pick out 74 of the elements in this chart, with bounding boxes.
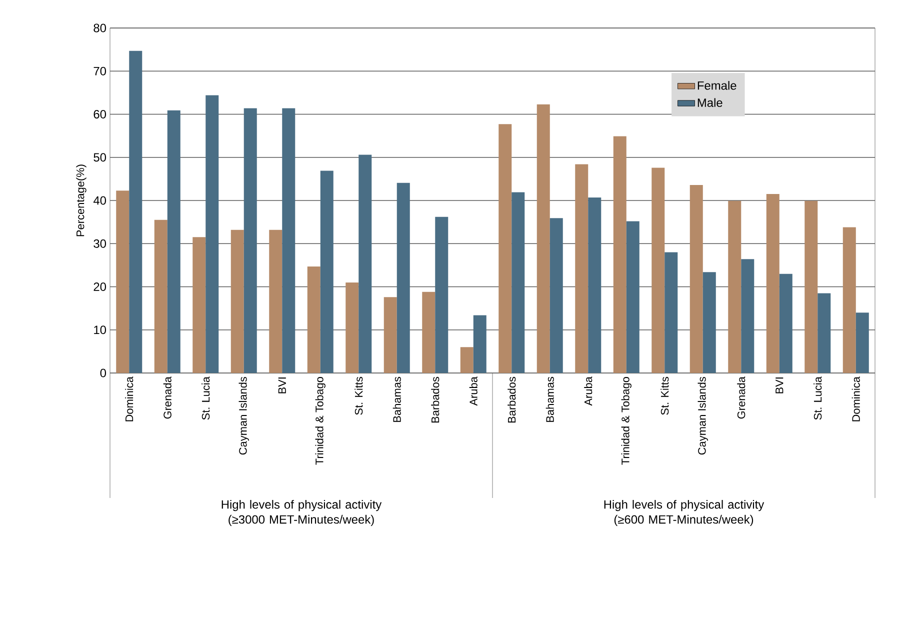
bar <box>473 315 486 373</box>
bar <box>230 230 244 373</box>
x-tick-label: Grenada <box>163 376 172 419</box>
bar <box>320 170 334 373</box>
bar <box>512 192 525 373</box>
bar <box>435 216 448 373</box>
bar <box>167 110 180 373</box>
bar <box>702 272 716 373</box>
text: High levels of physical activity (≥3000 MET-Minutes/week) <box>222 500 382 526</box>
bar <box>779 274 792 373</box>
y-tick-label: 50 <box>94 153 106 162</box>
x-tick-label: St. Kitts <box>660 376 669 415</box>
bar <box>842 227 856 373</box>
y-tick-label: 30 <box>94 239 106 248</box>
x-tick-label: Trinidad & Tobago <box>315 377 326 465</box>
text: High levels of physical activity (≥600 MET-Minutes/week) <box>604 500 764 526</box>
bar <box>307 266 320 373</box>
x-tick-label: BVI <box>776 378 784 394</box>
bar <box>384 297 397 373</box>
bar <box>282 108 296 373</box>
bar <box>346 282 359 373</box>
bar <box>192 237 206 373</box>
y-tick-label: 10 <box>94 326 106 334</box>
x-tick-label: BVI <box>278 378 286 394</box>
bar <box>129 50 142 373</box>
bar <box>766 194 780 373</box>
x-tick-label: Barbados <box>508 376 516 423</box>
bar <box>154 220 168 373</box>
bar <box>206 95 219 373</box>
bar <box>422 292 436 373</box>
bar <box>728 200 742 373</box>
y-tick-label: 0 <box>100 368 106 378</box>
x-tick-label: Dominica <box>125 376 134 422</box>
bar <box>460 347 474 373</box>
y-tick-label: 80 <box>94 24 106 32</box>
y-tick-label: 20 <box>94 282 106 291</box>
x-tick-label: Cayman Islands <box>238 376 249 455</box>
legend-label: Male <box>698 98 722 107</box>
bar <box>575 164 588 373</box>
bar <box>588 197 602 373</box>
bar <box>626 221 640 373</box>
x-tick-label: Bahamas <box>392 376 401 422</box>
y-tick-label: 40 <box>93 196 106 205</box>
bar <box>613 136 626 373</box>
bar <box>652 168 665 373</box>
x-tick-label: Cayman Islands <box>698 376 708 455</box>
bar <box>244 108 257 373</box>
bar <box>550 218 563 373</box>
x-tick-label: Bahamas <box>546 376 554 422</box>
x-tick-label: Aruba <box>469 376 478 406</box>
bar <box>741 259 754 373</box>
x-tick-label: Barbados <box>431 376 440 423</box>
y-tick-label: 60 <box>94 110 106 118</box>
bar <box>358 154 372 373</box>
y-axis-title: Percentage(%) <box>76 164 86 236</box>
x-tick-label: Aruba <box>584 376 592 406</box>
bar <box>116 190 130 373</box>
bar <box>536 104 550 373</box>
bar <box>818 293 831 373</box>
bar <box>269 230 282 373</box>
bar <box>804 200 818 373</box>
y-tick-label: 70 <box>94 66 106 76</box>
bar <box>498 124 512 373</box>
x-tick-label: St. Lucia <box>202 376 210 420</box>
x-tick-label: Dominica <box>852 376 860 422</box>
x-tick-label: Grenada <box>737 376 746 419</box>
x-tick-label: St. Kitts <box>354 376 363 415</box>
bar <box>664 252 678 373</box>
x-tick-label: Trinidad & Tobago <box>621 377 632 465</box>
bar <box>690 184 703 373</box>
bar <box>396 182 410 373</box>
x-tick-label: St. Lucia <box>814 376 822 420</box>
legend-label: Female <box>698 81 736 90</box>
bar <box>856 312 869 373</box>
